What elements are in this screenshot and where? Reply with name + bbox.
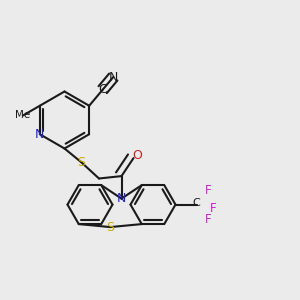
Text: S: S [77, 155, 85, 169]
Text: N: N [35, 128, 44, 141]
Text: N: N [109, 70, 118, 83]
Text: C: C [193, 198, 200, 208]
Text: Me: Me [15, 110, 30, 121]
Text: S: S [106, 220, 114, 234]
Text: F: F [205, 213, 211, 226]
Text: O: O [132, 149, 142, 162]
Text: F: F [210, 202, 217, 214]
Text: N: N [117, 192, 126, 205]
Text: F: F [205, 184, 211, 197]
Text: C: C [98, 83, 107, 96]
